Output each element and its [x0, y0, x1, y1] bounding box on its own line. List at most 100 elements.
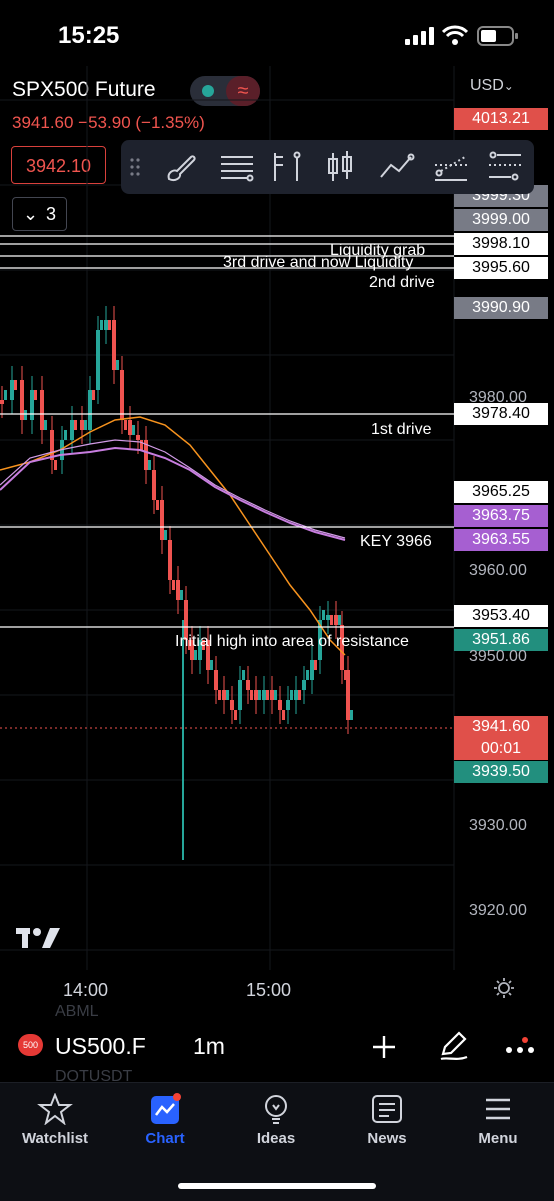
symbol-selector[interactable]: US500.F	[55, 1033, 146, 1059]
candle-body	[298, 690, 301, 700]
candle-body	[278, 700, 282, 710]
price-label-countdown: 00:01	[454, 738, 548, 760]
axis-tick: 3930.00	[469, 817, 527, 834]
lines-icon[interactable]	[217, 147, 257, 187]
candle-body	[290, 690, 293, 700]
symbol-badge: 500	[18, 1034, 43, 1056]
timeframe-selector[interactable]: 1m	[193, 1033, 225, 1059]
annotation-first-drive[interactable]: 1st drive	[371, 421, 432, 438]
candle-body	[54, 460, 57, 470]
candle-body	[234, 710, 237, 720]
candle-body	[250, 690, 253, 700]
price-label-3995-60: 3995.60	[454, 257, 548, 279]
measure-icon[interactable]	[485, 147, 525, 187]
candle-body	[330, 615, 333, 625]
tab-menu[interactable]: Menu	[443, 1083, 553, 1163]
candle-body	[340, 625, 344, 670]
tab-watchlist[interactable]: Watchlist	[0, 1083, 110, 1163]
price-label-3953-40: 3953.40	[454, 605, 548, 627]
battery-icon	[477, 26, 519, 51]
candle-body	[104, 320, 108, 330]
price-label-3998-10: 3998.10	[454, 233, 548, 255]
candle-body	[326, 615, 330, 620]
currency-selector[interactable]: USD⌄	[470, 77, 514, 95]
candle-body	[238, 680, 242, 710]
annotation-key-level[interactable]: KEY 3966	[360, 533, 432, 550]
candle-body	[222, 690, 226, 700]
add-icon[interactable]	[370, 1033, 398, 1066]
forecast-icon[interactable]	[431, 147, 471, 187]
candle-body	[194, 650, 197, 660]
tab-chart[interactable]: Chart	[110, 1083, 220, 1163]
candle-body	[24, 410, 27, 420]
current-price-box[interactable]: 3942.10	[11, 146, 106, 184]
currency-label: USD	[470, 77, 504, 94]
chevron-down-icon: ⌄	[22, 204, 39, 224]
candle-body	[14, 380, 17, 390]
candle-body	[198, 640, 202, 660]
brush-icon[interactable]	[161, 147, 201, 187]
candle-body	[10, 380, 14, 400]
chevron-down-icon: ⌄	[503, 79, 514, 93]
tab-ideas[interactable]: Ideas	[221, 1083, 331, 1163]
candle-body	[314, 660, 317, 670]
lightbulb-icon	[258, 1093, 294, 1125]
fib-icon[interactable]	[267, 147, 307, 187]
candle-body	[226, 690, 229, 700]
ma-purple-line	[0, 446, 346, 541]
indicator-count: 3	[46, 204, 57, 224]
quote-change: 3941.60 −53.90 (−1.35%)	[12, 113, 205, 132]
price-label-3990-90: 3990.90	[454, 297, 548, 319]
candle-body	[84, 420, 87, 430]
axis-tick: 3980.00	[469, 389, 527, 406]
symbol-title[interactable]: SPX500 Future	[12, 78, 156, 101]
time-tick-1400: 14:00	[63, 980, 109, 1000]
bottom-tab-bar: Watchlist Chart Ideas News Menu	[0, 1082, 554, 1201]
market-open-dot	[202, 85, 214, 97]
ma-orange-line	[0, 416, 346, 656]
annotation-liquidity-grab[interactable]: Liquidity grab	[330, 242, 426, 259]
candle-body	[92, 390, 95, 400]
candle-body	[242, 670, 245, 680]
tab-label: Menu	[478, 1130, 518, 1147]
annotation-initial-high[interactable]: Initial high into area of resistance	[175, 633, 409, 650]
candle-body	[120, 370, 124, 420]
chart-settings-gear-icon[interactable]	[493, 977, 515, 1004]
candle-body	[214, 670, 218, 690]
price-label-3965-25: 3965.25	[454, 481, 548, 503]
price-label-3963-55: 3963.55	[454, 529, 548, 551]
candle-body	[350, 710, 353, 720]
candle-body	[202, 640, 205, 650]
candles-icon[interactable]	[321, 147, 361, 187]
grip-icon[interactable]	[125, 147, 145, 187]
chart-grid	[0, 66, 455, 970]
candle-body	[282, 710, 285, 720]
annotation-second-drive[interactable]: 2nd drive	[369, 274, 435, 291]
axis-tick: 3960.00	[469, 562, 527, 579]
candle-body	[164, 530, 167, 540]
more-icon[interactable]	[504, 1036, 536, 1065]
home-indicator	[178, 1183, 376, 1189]
candle-body	[136, 435, 140, 440]
candle-body	[318, 620, 322, 660]
candle-body	[112, 320, 116, 370]
indicators-collapse-button[interactable]: ⌄ 3	[12, 197, 67, 231]
tradingview-logo	[16, 926, 62, 955]
candle-body	[30, 390, 34, 420]
pattern-icon[interactable]	[377, 147, 417, 187]
draw-pen-icon[interactable]	[437, 1028, 471, 1067]
candle-body	[152, 470, 156, 500]
candle-body	[124, 420, 127, 430]
candle-body	[184, 600, 188, 640]
session-toggle[interactable]: ≈	[190, 76, 260, 106]
candle-body	[128, 420, 132, 435]
candle-body	[230, 700, 234, 710]
annotation-third-drive[interactable]: 3rd drive and now Liquidity	[223, 254, 414, 271]
candle-body	[254, 690, 258, 700]
candle-body	[168, 540, 172, 580]
tab-news[interactable]: News	[332, 1083, 442, 1163]
price-label-3951-86: 3951.86	[454, 629, 548, 651]
candle-body	[176, 580, 180, 600]
candle-body	[74, 420, 77, 430]
candle-body	[274, 690, 277, 700]
